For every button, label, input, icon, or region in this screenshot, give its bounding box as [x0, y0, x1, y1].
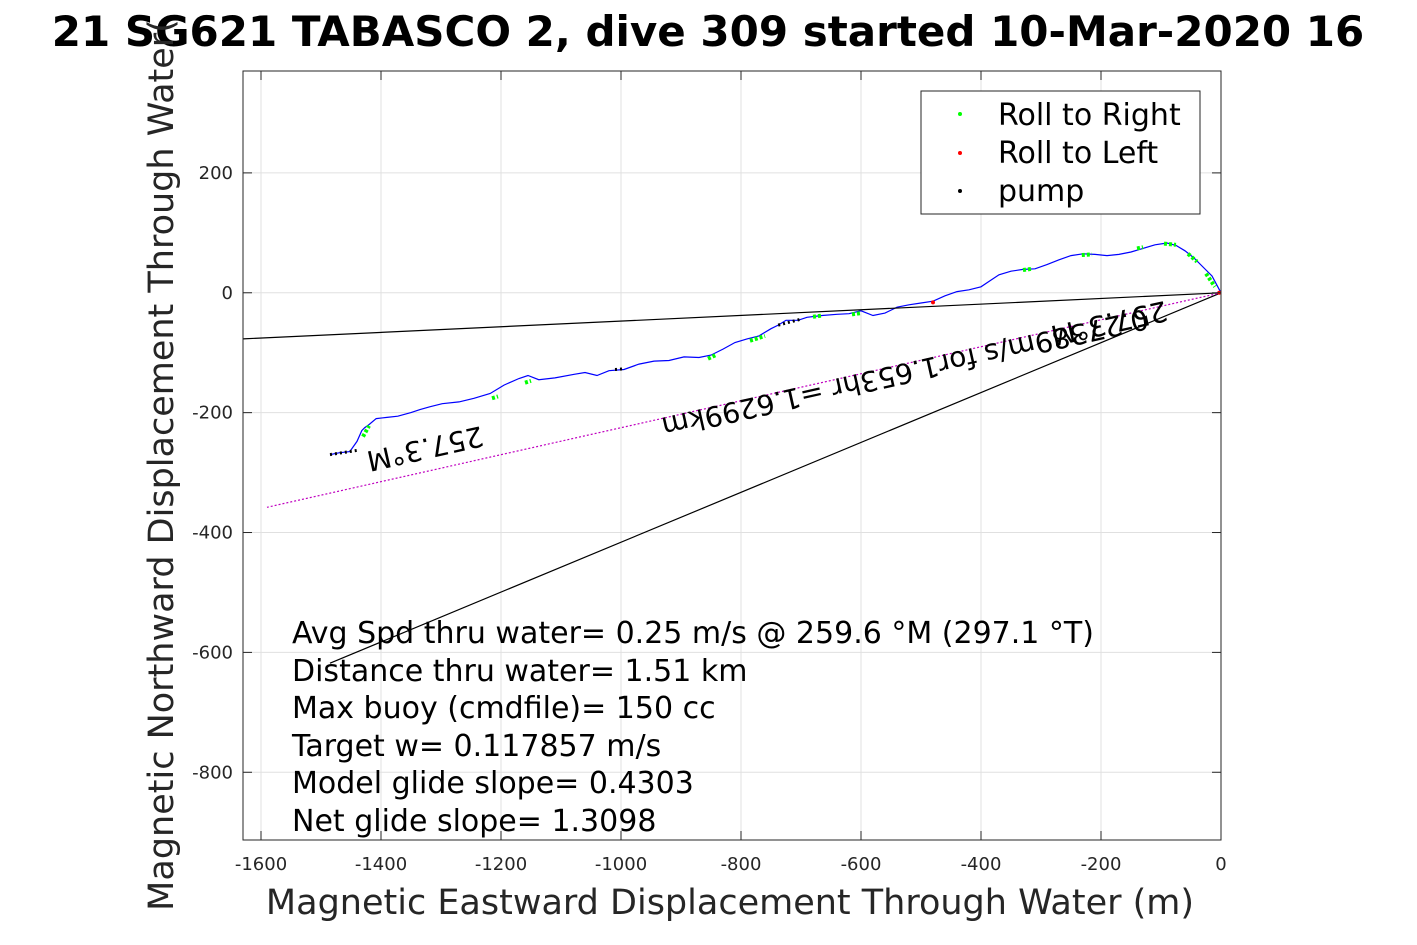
- info-target-w: Target w= 0.117857 m/s: [291, 729, 661, 764]
- roll-right-marker: [851, 311, 862, 317]
- x-tick-label: 0: [1215, 854, 1226, 875]
- info-avg-speed: Avg Spd thru water= 0.25 m/s @ 259.6 °M …: [292, 616, 1094, 651]
- y-tick-label: -200: [192, 403, 233, 424]
- roll-right-marker: [812, 313, 823, 319]
- x-tick-label: -1400: [355, 854, 407, 875]
- average-heading-line: [266, 292, 1222, 508]
- roll-right-marker: [749, 334, 766, 343]
- legend-marker-roll-right: [958, 112, 962, 116]
- y-tick-label: 200: [199, 163, 233, 184]
- y-tick-label: -800: [192, 762, 233, 783]
- legend-label-roll-right: Roll to Right: [998, 98, 1181, 133]
- legend-marker-roll-left: [958, 151, 962, 155]
- axis-ticks: -1600 -1400 -1200 -1000 -800 -600 -400 -200 0 200…: [192, 71, 1227, 875]
- x-tick-label: -400: [961, 854, 1002, 875]
- legend: Roll to Right Roll to Left pump: [920, 90, 1201, 215]
- info-model-glide-slope: Model glide slope= 0.4303: [292, 766, 694, 801]
- pump-marker: [777, 317, 802, 327]
- x-tick-label: -1600: [235, 854, 287, 875]
- x-tick-label: -1200: [475, 854, 527, 875]
- legend-label-roll-left: Roll to Left: [998, 136, 1158, 171]
- roll-right-marker: [1136, 245, 1144, 251]
- roll-and-pump-markers: [329, 241, 1222, 457]
- roll-right-marker: [1081, 252, 1093, 258]
- y-tick-label: 0: [222, 283, 233, 304]
- y-tick-label: -400: [192, 523, 233, 544]
- plot-lines: [242, 242, 1222, 664]
- dive-track-line: [329, 242, 1222, 456]
- axes-frame: [242, 70, 1222, 841]
- x-tick-label: -800: [721, 854, 762, 875]
- roll-right-marker: [707, 353, 717, 361]
- info-net-glide-slope: Net glide slope= 1.3098: [292, 804, 656, 839]
- chart-title: 21 SG621 TABASCO 2, dive 309 started 10-…: [52, 7, 1364, 56]
- x-tick-label: -600: [841, 854, 882, 875]
- x-tick-label: -200: [1081, 854, 1122, 875]
- roll-right-marker: [1186, 252, 1199, 264]
- line-annotation-label: 257.3°M: [364, 419, 487, 477]
- roll-right-marker: [1022, 266, 1033, 272]
- y-axis-label: Magnetic Northward Displacement Through …: [142, 19, 182, 911]
- x-tick-label: -1000: [595, 854, 647, 875]
- legend-marker-pump: [958, 189, 962, 193]
- line-annotation-label: 0.27389m/s for1.653hr =1.6299km: [659, 302, 1152, 444]
- pump-marker: [614, 367, 625, 371]
- roll-right-marker: [1204, 272, 1217, 288]
- heading-line: [242, 292, 1222, 340]
- roll-right-marker: [491, 394, 499, 401]
- heading-line: [329, 292, 1222, 664]
- legend-box: [920, 90, 1201, 215]
- roll-right-marker: [524, 378, 532, 385]
- roll-right-marker: [1163, 241, 1177, 247]
- grid-lines: [243, 71, 1222, 840]
- info-max-buoy: Max buoy (cmdfile)= 150 cc: [292, 691, 716, 726]
- roll-left-marker: [931, 300, 935, 305]
- info-distance: Distance thru water= 1.51 km: [292, 654, 747, 689]
- x-axis-label: Magnetic Eastward Displacement Through W…: [266, 883, 1194, 923]
- y-tick-label: -600: [192, 642, 233, 663]
- roll-right-marker: [361, 424, 371, 438]
- legend-label-pump: pump: [998, 174, 1084, 209]
- dive-summary-text: Avg Spd thru water= 0.25 m/s @ 259.6 °M …: [291, 616, 1094, 839]
